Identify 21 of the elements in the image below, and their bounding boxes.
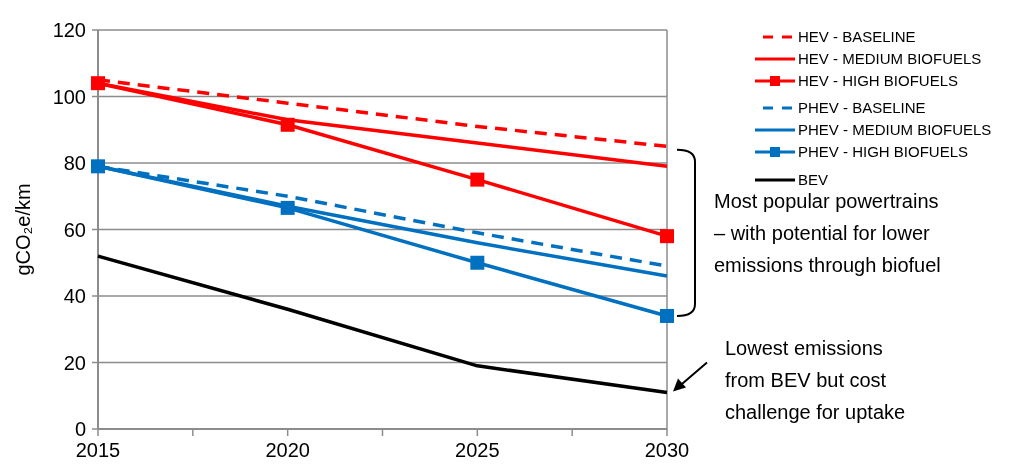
y-tick-label: 0: [74, 418, 86, 440]
y-tick-label: 20: [63, 351, 86, 374]
text: Most popular powertrains – with potential for lower emissions through biofuel: [714, 189, 941, 276]
legend-label: BEV: [798, 171, 829, 189]
x-tick-label: 2020: [265, 439, 310, 461]
y-tick-label: 40: [63, 285, 86, 307]
y-tick-label: 120: [52, 19, 86, 41]
y-tick-label: 80: [63, 152, 86, 174]
annotation: Lowest emissions from BEV but cost challenge for uptake: [725, 337, 906, 423]
x-tick-label: 2015: [75, 439, 121, 461]
legend-label: HEV - BASELINE: [798, 28, 916, 46]
x-tick-label: 2030: [644, 439, 690, 461]
y-tick-label: 100: [52, 85, 86, 108]
legend-label: HEV - HIGH BIOFUELS: [798, 72, 959, 90]
legend-label: PHEV - MEDIUM BIOFUELS: [798, 121, 992, 139]
legend-label: PHEV - BASELINE: [798, 99, 926, 117]
y-tick-label: 60: [63, 218, 86, 241]
legend-label: PHEV - HIGH BIOFUELS: [798, 143, 969, 161]
y-axis-title: gCO₂e/km: [12, 183, 34, 276]
x-tick-label: 2025: [455, 439, 500, 461]
legend-label: HEV - MEDIUM BIOFUELS: [798, 50, 982, 68]
